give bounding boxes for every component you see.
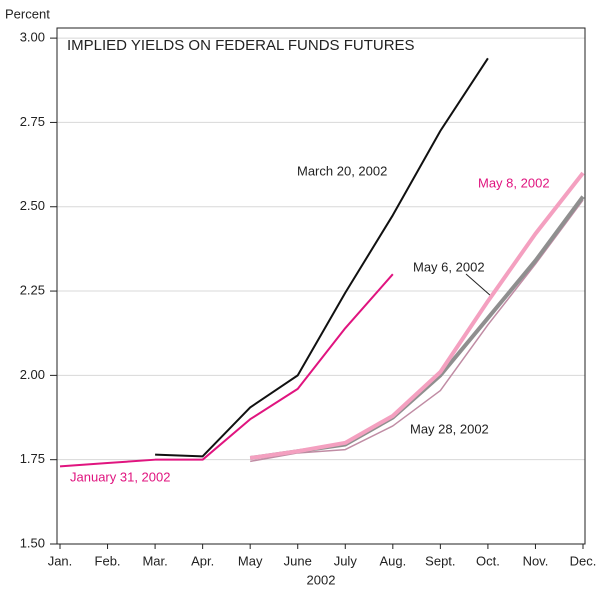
x-tick-label: Dec. <box>570 553 597 568</box>
y-tick-label: 1.75 <box>20 451 45 466</box>
leader-line <box>465 273 492 297</box>
x-tick-label: June <box>284 553 312 568</box>
series-line <box>59 273 394 468</box>
x-tick-label: Feb. <box>95 553 121 568</box>
x-tick-label: Sept. <box>425 553 455 568</box>
series-label: May 8, 2002 <box>478 175 550 190</box>
y-axis-label: Percent <box>5 6 50 21</box>
x-tick-label: July <box>334 553 358 568</box>
x-tick-label: Oct. <box>476 553 500 568</box>
series-label: May 28, 2002 <box>410 421 489 436</box>
series-line <box>250 199 584 463</box>
x-tick-label: Aug. <box>379 553 406 568</box>
y-tick-label: 1.50 <box>20 535 45 550</box>
y-tick-label: 2.25 <box>20 282 45 297</box>
x-tick-label: Apr. <box>191 553 214 568</box>
series-label: January 31, 2002 <box>70 469 170 484</box>
y-tick-label: 2.75 <box>20 114 45 129</box>
series-line <box>155 57 489 458</box>
chart-title: IMPLIED YIELDS ON FEDERAL FUNDS FUTURES <box>67 37 415 54</box>
x-tick-label: Nov. <box>523 553 549 568</box>
x-axis-label: 2002 <box>307 572 336 587</box>
x-tick-label: May <box>238 553 263 568</box>
series-label: March 20, 2002 <box>297 163 387 178</box>
x-tick-label: Mar. <box>142 553 167 568</box>
y-tick-label: 3.00 <box>20 30 45 45</box>
series-line <box>249 171 585 460</box>
plot-frame <box>56 27 586 545</box>
y-tick-label: 2.50 <box>20 198 45 213</box>
y-tick-label: 2.00 <box>20 367 45 382</box>
series-label: May 6, 2002 <box>413 259 485 274</box>
x-tick-label: Jan. <box>48 553 73 568</box>
